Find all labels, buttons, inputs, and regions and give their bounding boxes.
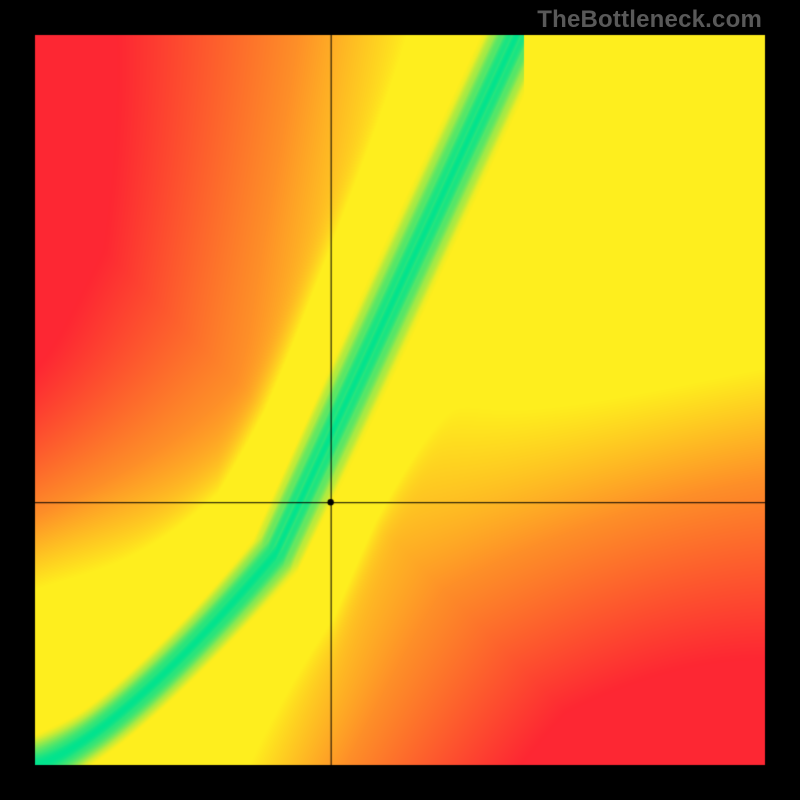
watermark-text: TheBottleneck.com xyxy=(537,6,762,34)
heatmap-canvas xyxy=(0,0,800,800)
chart-container: TheBottleneck.com xyxy=(0,0,800,800)
